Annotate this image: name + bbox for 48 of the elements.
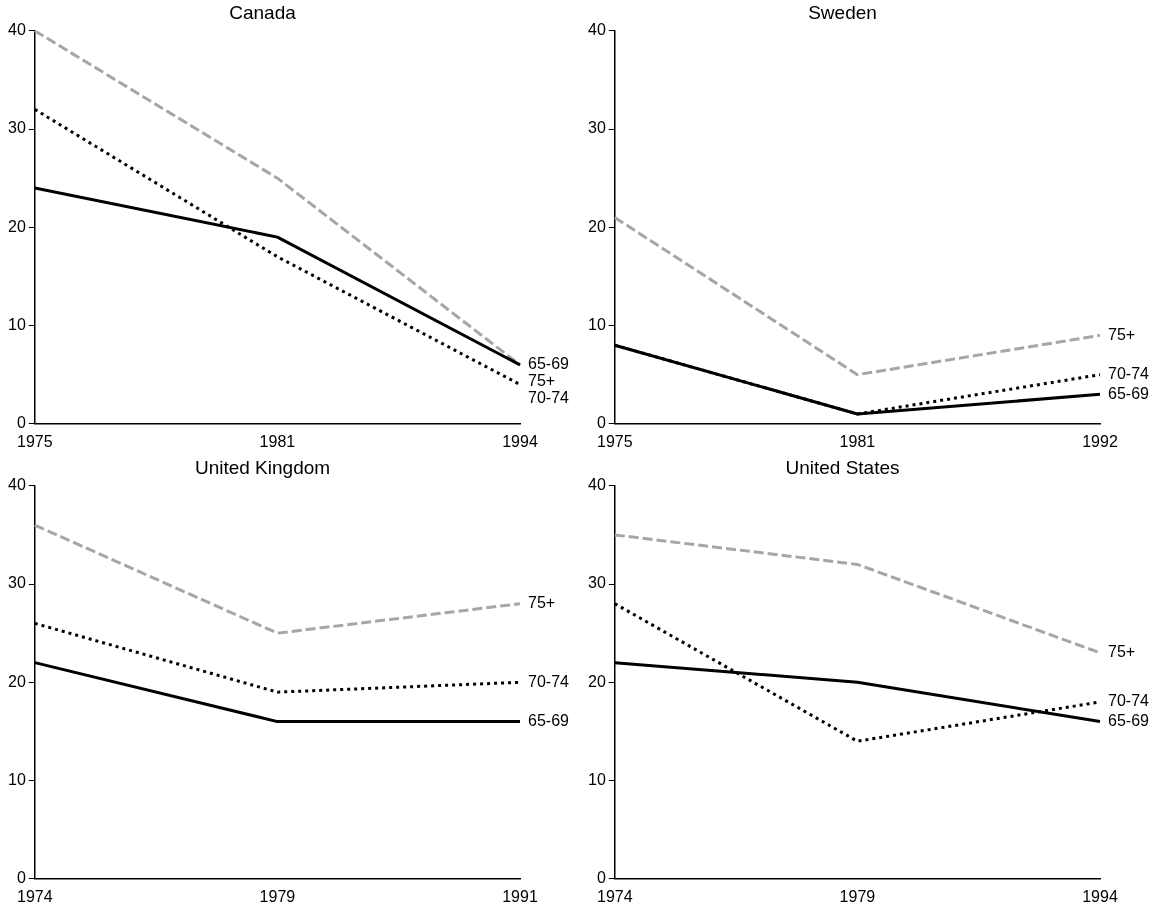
- y-tick-label: 0: [16, 869, 26, 887]
- y-tick-label: 30: [8, 574, 26, 592]
- chart-title: Sweden: [808, 1, 877, 23]
- series-label: 75+: [528, 594, 556, 612]
- chart-title: United Kingdom: [194, 456, 331, 478]
- x-tick-label: 1991: [502, 887, 538, 905]
- series-label: 75+: [1108, 325, 1136, 343]
- chart-title: Canada: [229, 1, 297, 23]
- series-label: 70-74: [1108, 365, 1150, 383]
- x-tick-label: 1979: [259, 887, 296, 905]
- y-tick-label: 30: [588, 574, 606, 592]
- series-label: 65-69: [528, 355, 570, 373]
- y-tick-label: 30: [588, 119, 606, 137]
- chart-title: United States: [785, 456, 900, 478]
- series-label: 65-69: [1108, 712, 1150, 730]
- x-tick-label: 1981: [259, 432, 296, 450]
- y-tick-label: 20: [8, 672, 26, 690]
- y-tick-label: 20: [588, 672, 606, 690]
- y-tick-label: 40: [8, 21, 26, 39]
- series-label: 70-74: [528, 672, 570, 690]
- series-label: 75+: [528, 372, 556, 390]
- x-tick-label: 1981: [839, 432, 876, 450]
- series-label: 65-69: [1108, 384, 1150, 402]
- x-tick-label: 1975: [597, 432, 633, 450]
- x-tick-label: 1975: [17, 432, 53, 450]
- y-tick-label: 10: [588, 770, 606, 788]
- y-tick-label: 40: [588, 21, 606, 39]
- y-tick-label: 0: [16, 414, 26, 432]
- series-label: 70-74: [528, 389, 570, 407]
- x-tick-label: 1994: [502, 432, 538, 450]
- y-tick-label: 30: [8, 119, 26, 137]
- series-label: 65-69: [528, 712, 570, 730]
- x-tick-label: 1994: [1082, 887, 1118, 905]
- x-tick-label: 1992: [1082, 432, 1118, 450]
- y-tick-label: 40: [588, 476, 606, 494]
- x-tick-label: 1974: [597, 887, 633, 905]
- series-label: 70-74: [1108, 692, 1150, 710]
- y-tick-label: 40: [8, 476, 26, 494]
- y-tick-label: 0: [596, 414, 606, 432]
- y-tick-label: 10: [8, 770, 26, 788]
- y-tick-label: 10: [8, 315, 26, 333]
- x-tick-label: 1979: [839, 887, 876, 905]
- series-label: 75+: [1108, 643, 1136, 661]
- y-tick-label: 0: [596, 869, 606, 887]
- y-tick-label: 10: [588, 315, 606, 333]
- y-tick-label: 20: [8, 217, 26, 235]
- x-tick-label: 1974: [17, 887, 53, 905]
- y-tick-label: 20: [588, 217, 606, 235]
